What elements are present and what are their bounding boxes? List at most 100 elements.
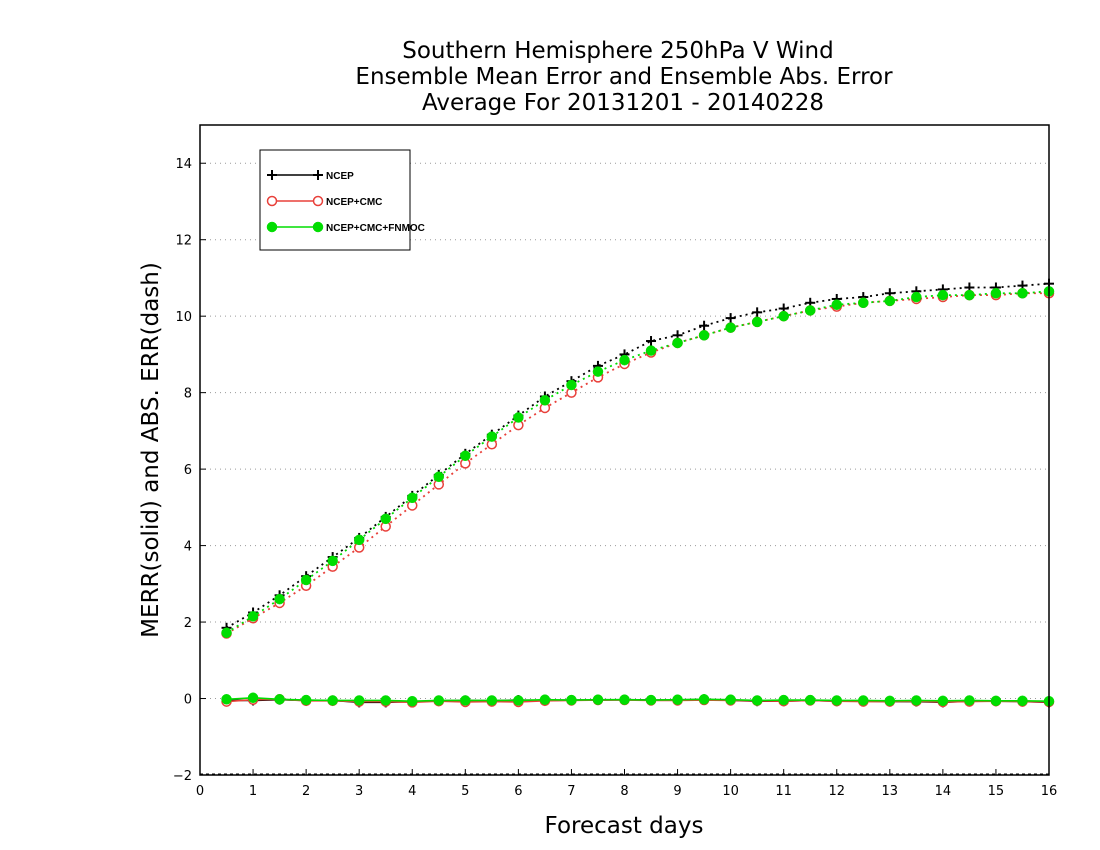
abs-error-point (433, 471, 445, 483)
legend-label: NCEP (326, 171, 354, 182)
gridlines (200, 162, 1049, 775)
y-tick-label: 0 (184, 693, 192, 708)
title-line-2: Ensemble Mean Error and Ensemble Abs. Er… (355, 64, 893, 90)
y-tick-label: 8 (184, 387, 192, 402)
abs-error-point (327, 555, 338, 567)
legend-marker-left (266, 221, 278, 233)
abs-error-point (725, 313, 736, 324)
x-tick-label: 14 (935, 784, 952, 799)
y-tick-label: −2 (173, 769, 192, 784)
mean-error-point (858, 695, 869, 706)
mean-error-point (380, 695, 391, 706)
x-tick-label: 13 (882, 784, 899, 799)
y-tick-label: 2 (184, 616, 192, 631)
abs-error-point (274, 593, 285, 605)
abs-error-point (247, 611, 259, 622)
abs-error-point (672, 337, 683, 349)
mean-error-point (566, 694, 577, 706)
mean-error-point (804, 694, 816, 706)
x-tick-label: 5 (461, 784, 469, 799)
abs-error-point (221, 627, 232, 639)
abs-error-point (619, 354, 630, 366)
mean-error-point (937, 695, 949, 707)
abs-error-point (858, 297, 869, 309)
y-tick-label: 6 (184, 463, 192, 478)
x-tick-label: 9 (673, 784, 681, 799)
legend-marker-left (267, 170, 277, 180)
abs-error-point (964, 289, 975, 301)
abs-error-point (646, 336, 657, 347)
mean-error-point (751, 695, 763, 706)
mean-error-point (274, 694, 285, 705)
mean-error-point (964, 695, 975, 706)
abs-error-point (937, 289, 949, 301)
abs-error-point (990, 287, 1002, 299)
mean-error-point (327, 695, 338, 706)
abs-error-point (380, 513, 391, 525)
title-line-1: Southern Hemisphere 250hPa V Wind (402, 38, 833, 64)
abs-error-line-ncep-cmc-fnmoc (226, 290, 1050, 634)
mean-error-point (990, 695, 1002, 707)
abs-error-point (698, 330, 710, 341)
legend-marker-right (312, 221, 324, 233)
legend-label: NCEP+CMC+FNMOC (326, 223, 425, 234)
mean-error-point (778, 694, 789, 706)
x-tick-label: 3 (355, 784, 363, 799)
abs-error-point (592, 366, 604, 377)
legend-item-ncep: NCEP (267, 170, 354, 182)
x-tick-label: 7 (567, 784, 575, 799)
legend-marker-right (312, 195, 324, 207)
x-tick-label: 12 (828, 784, 845, 799)
x-tick-label: 16 (1041, 784, 1058, 799)
mean-error-point (460, 695, 471, 706)
x-tick-label: 10 (722, 784, 739, 799)
x-tick-label: 15 (988, 784, 1005, 799)
abs-error-point (486, 431, 498, 442)
abs-error-point (699, 320, 710, 331)
x-axis: 0 1 2 3 4 5 6 7 8 9 10 11 12 13 14 15 16 (196, 769, 1057, 799)
mean-error-point (884, 695, 896, 707)
mean-error-point (698, 694, 710, 705)
series-ncep-cmc (221, 287, 1055, 708)
x-tick-label: 8 (620, 784, 628, 799)
y-tick-label: 10 (175, 310, 192, 325)
mean-error-point (221, 694, 232, 705)
mean-error-point (725, 694, 736, 705)
abs-error-line-ncep-cmc (226, 292, 1049, 635)
x-tick-label: 4 (408, 784, 416, 799)
x-tick-label: 2 (302, 784, 310, 799)
abs-error-point (884, 295, 896, 307)
mean-error-point (353, 695, 365, 706)
abs-error-point (911, 291, 922, 303)
series-ncep-cmc-fnmoc (221, 286, 1055, 707)
abs-error-point (751, 316, 763, 328)
legend-item-ncep-cmc-fnmoc: NCEP+CMC+FNMOC (266, 221, 425, 234)
mean-error-point (433, 695, 445, 706)
y-tick-label: 12 (175, 234, 192, 249)
legend: NCEP NCEP+CMC NCEP+CMC+FNMOC (259, 149, 425, 251)
mean-error-point (513, 695, 524, 706)
mean-error-point (645, 694, 657, 706)
legend-item-ncep-cmc: NCEP+CMC (266, 195, 382, 208)
mean-error-point (486, 695, 498, 706)
x-axis-label: Forecast days (545, 813, 704, 839)
x-tick-label: 11 (775, 784, 792, 799)
legend-marker-right (313, 170, 323, 180)
legend-label: NCEP+CMC (326, 197, 382, 208)
series-layer (221, 278, 1055, 708)
abs-error-point (513, 412, 524, 423)
chart-title: Southern Hemisphere 250hPa V Wind Ensemb… (355, 38, 893, 116)
abs-error-point (804, 305, 816, 316)
y-tick-label: 14 (175, 157, 192, 172)
abs-error-point (566, 379, 577, 391)
title-line-3: Average For 20131201 - 20140228 (422, 90, 824, 116)
x-tick-label: 0 (196, 784, 204, 799)
mean-error-point (592, 694, 604, 705)
legend-marker-left (266, 195, 278, 207)
y-axis-label: MERR(solid) and ABS. ERR(dash) (138, 262, 164, 638)
series-ncep (221, 278, 1054, 708)
mean-error-point (1017, 695, 1028, 707)
abs-error-point (645, 345, 657, 356)
mean-error-point (300, 694, 312, 706)
